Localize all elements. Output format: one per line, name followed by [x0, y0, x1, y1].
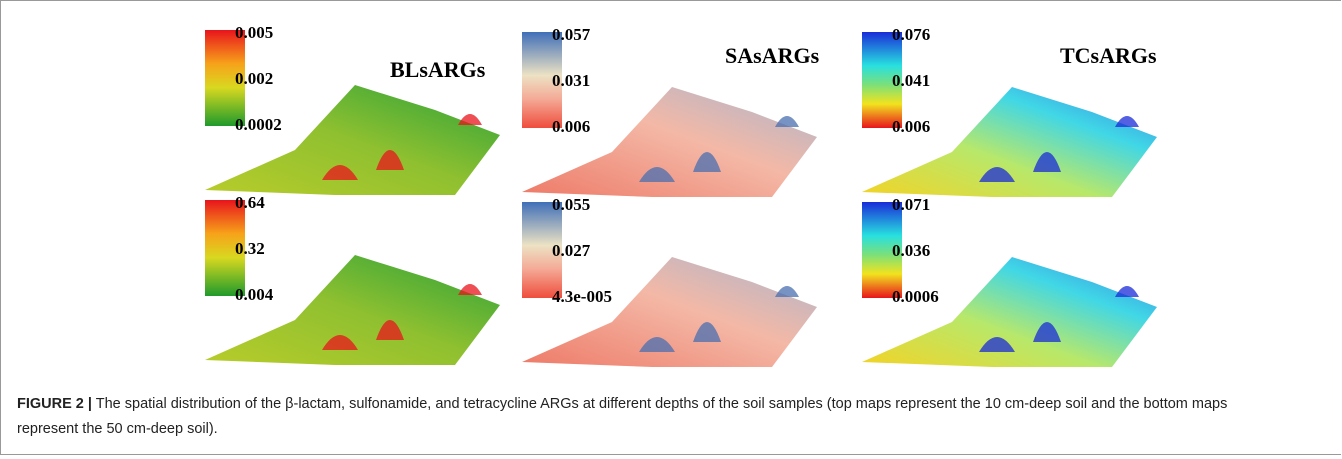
scale-label: 0.055: [552, 195, 590, 214]
surface-peak: [1115, 116, 1139, 127]
scale-label: 0.006: [892, 117, 930, 136]
map-title: TCsARGs: [1060, 43, 1157, 68]
surface-peak: [775, 286, 799, 297]
figure: 0.005 0.002 0.0002 BLsARGs 0.057 0.031 0.006 SA…: [0, 0, 1342, 380]
scale-label: 0.057: [552, 25, 591, 44]
caption-label: FIGURE 2 |: [17, 396, 92, 412]
scale-label: 0.002: [235, 69, 273, 88]
scale-label: 4.3e-005: [552, 287, 612, 306]
scale-label: 0.32: [235, 239, 265, 258]
caption: FIGURE 2 | The spatial distribution of t…: [17, 392, 1277, 442]
scale-label: 0.031: [552, 71, 590, 90]
scale-label: 0.027: [552, 241, 591, 260]
surface-peak: [458, 114, 482, 125]
surface-peak: [775, 116, 799, 127]
scale-label: 0.006: [552, 117, 590, 136]
scale-label: 0.0002: [235, 115, 282, 134]
scale-label: 0.071: [892, 195, 930, 214]
surface-peak: [458, 284, 482, 295]
scale-label: 0.64: [235, 193, 265, 212]
surface-peak: [1115, 286, 1139, 297]
scale-label: 0.005: [235, 23, 273, 42]
map-title: BLsARGs: [390, 57, 486, 82]
scale-label: 0.076: [892, 25, 930, 44]
scale-label: 0.036: [892, 241, 930, 260]
scale-label: 0.004: [235, 285, 274, 304]
caption-text: The spatial distribution of the β-lactam…: [17, 396, 1227, 437]
scale-label: 0.041: [892, 71, 930, 90]
scale-label: 0.0006: [892, 287, 939, 306]
map-title: SAsARGs: [725, 43, 820, 68]
